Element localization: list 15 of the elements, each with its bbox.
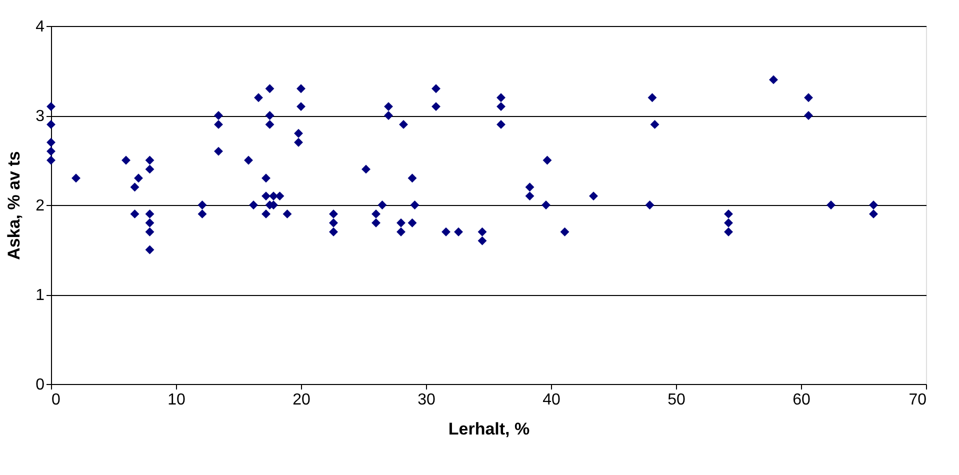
- x-tick-label: 70: [908, 392, 927, 408]
- y-tick-label: 0: [36, 376, 45, 394]
- x-tick-label: 20: [292, 392, 310, 408]
- x-tick-label: 50: [668, 392, 686, 408]
- x-tick-label: 0: [52, 392, 60, 408]
- x-tick-label: 30: [418, 392, 436, 408]
- y-tick-label: 3: [36, 108, 45, 125]
- x-tick-label: 40: [542, 392, 560, 408]
- x-tick-label: 60: [792, 392, 810, 408]
- y-tick-label: 4: [36, 18, 45, 36]
- x-axis-title: Lerhalt, %: [448, 420, 530, 438]
- y-axis-title: Aska, % av ts: [4, 151, 24, 260]
- y-tick-label: 2: [36, 198, 45, 214]
- x-tick-label: 10: [168, 392, 186, 408]
- y-tick-label: 1: [36, 287, 45, 304]
